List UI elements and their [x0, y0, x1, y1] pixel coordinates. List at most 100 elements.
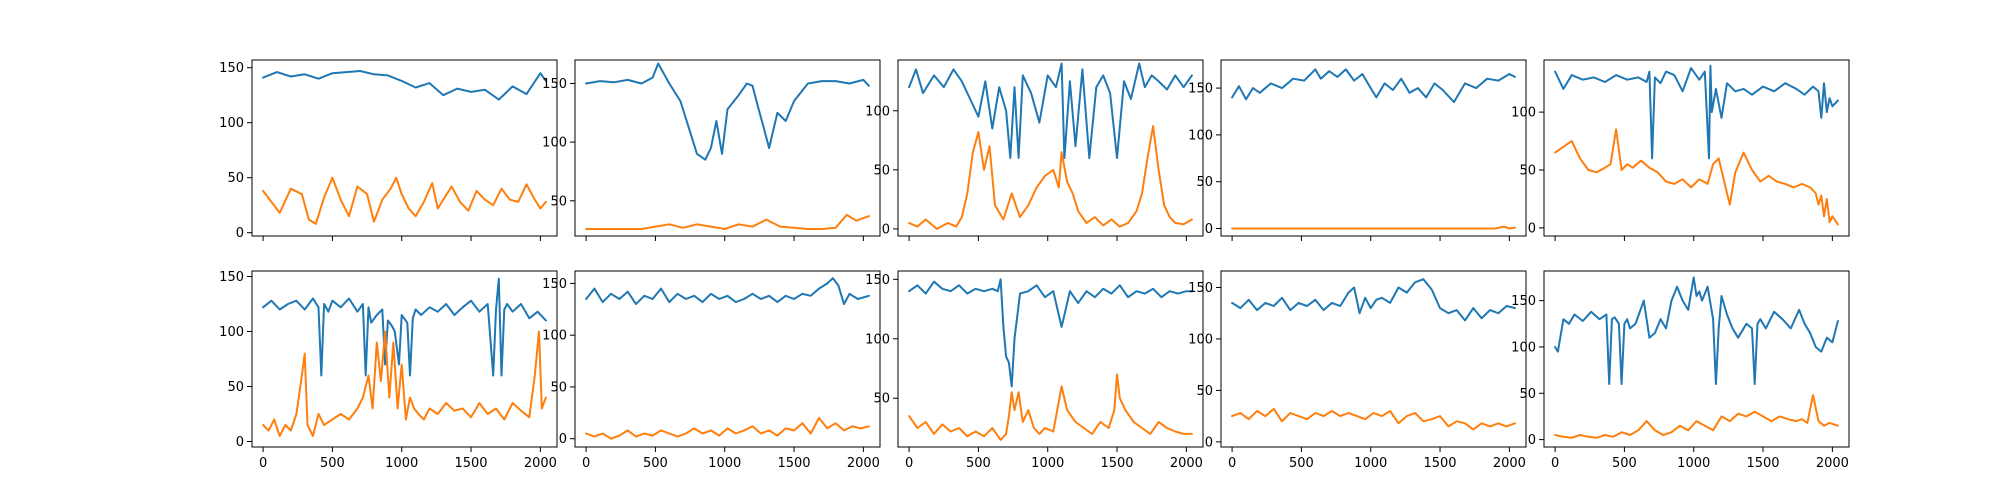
- y-tick-label: 0: [1528, 433, 1536, 448]
- y-tick-label: 150: [219, 61, 244, 76]
- subplot-5: 0 50 100: [1511, 59, 1850, 241]
- x-tick-label: 1000: [1677, 456, 1710, 471]
- series-1-line: [1554, 276, 1839, 385]
- y-tick-label: 50: [1196, 175, 1213, 190]
- y-tick-label: 150: [1188, 82, 1213, 97]
- x-tick-label: 1000: [1031, 456, 1064, 471]
- y-tick-label: 0: [236, 435, 244, 450]
- series-1-line: [908, 62, 1193, 159]
- x-tick-label: 2000: [847, 456, 880, 471]
- series-1-line: [1231, 278, 1516, 322]
- y-tick-label: 50: [550, 194, 567, 209]
- series-1-line: [585, 62, 870, 161]
- y-tick-label: 150: [542, 77, 567, 92]
- y-tick-label: 100: [542, 136, 567, 151]
- subplot-1: 0 50 100 150: [219, 59, 558, 241]
- series-2-line: [1231, 225, 1516, 230]
- series-2-line: [908, 373, 1193, 441]
- axes-frame: [574, 270, 881, 448]
- series-1-line: [908, 278, 1193, 388]
- x-tick-label: 2000: [524, 456, 557, 471]
- series-2-line: [1231, 407, 1516, 431]
- series-1-line: [262, 70, 547, 101]
- subplot-3: 0 50 100: [865, 59, 1204, 241]
- x-tick-label: 1000: [708, 456, 741, 471]
- y-tick-label: 100: [865, 332, 890, 347]
- x-tick-label: 500: [966, 456, 991, 471]
- x-tick-label: 2000: [1170, 456, 1203, 471]
- y-tick-label: 50: [227, 380, 244, 395]
- y-tick-label: 50: [227, 171, 244, 186]
- y-tick-label: 50: [550, 380, 567, 395]
- y-tick-label: 0: [1205, 222, 1213, 237]
- series-2-line: [1554, 128, 1839, 226]
- subplot-2: 50 100 150: [542, 59, 881, 241]
- y-tick-label: 100: [219, 325, 244, 340]
- x-tick-label: 500: [1612, 456, 1637, 471]
- axes-frame: [1543, 59, 1850, 237]
- y-tick-label: 0: [1528, 221, 1536, 236]
- y-tick-label: 100: [1188, 332, 1213, 347]
- series-1-line: [585, 277, 870, 306]
- y-tick-label: 150: [1188, 281, 1213, 296]
- axes-frame: [1543, 270, 1850, 448]
- x-tick-label: 1000: [385, 456, 418, 471]
- x-tick-label: 0: [582, 456, 590, 471]
- series-2-line: [262, 176, 547, 225]
- x-tick-label: 2000: [1816, 456, 1849, 471]
- series-2-line: [262, 330, 547, 437]
- y-tick-label: 50: [1196, 384, 1213, 399]
- x-tick-label: 0: [1228, 456, 1236, 471]
- y-tick-label: 100: [219, 116, 244, 131]
- x-tick-label: 1500: [1746, 456, 1779, 471]
- y-tick-label: 0: [236, 226, 244, 241]
- y-tick-label: 50: [873, 163, 890, 178]
- y-tick-label: 150: [1511, 294, 1536, 309]
- x-tick-label: 1500: [777, 456, 810, 471]
- series-2-line: [1554, 394, 1839, 439]
- x-tick-label: 1500: [1100, 456, 1133, 471]
- x-tick-label: 500: [320, 456, 345, 471]
- y-tick-label: 100: [1511, 106, 1536, 121]
- y-tick-label: 50: [1519, 387, 1536, 402]
- x-tick-label: 2000: [1493, 456, 1526, 471]
- y-tick-label: 50: [1519, 164, 1536, 179]
- axes-frame: [1220, 59, 1527, 237]
- axes-frame: [897, 270, 1204, 448]
- x-tick-label: 0: [905, 456, 913, 471]
- x-tick-label: 500: [643, 456, 668, 471]
- series-2-line: [585, 213, 870, 230]
- series-1-line: [1231, 68, 1516, 104]
- axes-frame: [251, 59, 558, 237]
- y-tick-label: 100: [1511, 340, 1536, 355]
- y-tick-label: 150: [865, 273, 890, 288]
- axes-frame: [1220, 270, 1527, 448]
- series-2-line: [908, 125, 1193, 230]
- y-tick-label: 0: [559, 432, 567, 447]
- x-tick-label: 0: [1551, 456, 1559, 471]
- y-tick-label: 50: [873, 392, 890, 407]
- series-2-line: [585, 417, 870, 440]
- series-1-line: [1554, 64, 1839, 160]
- axes-frame: [574, 59, 881, 237]
- y-tick-label: 100: [542, 329, 567, 344]
- x-tick-label: 0: [259, 456, 267, 471]
- y-tick-label: 100: [865, 104, 890, 119]
- subplot-4: 0 50 100 150: [1188, 59, 1527, 241]
- x-tick-label: 1000: [1354, 456, 1387, 471]
- x-tick-label: 500: [1289, 456, 1314, 471]
- axes-frame: [251, 270, 558, 448]
- x-tick-label: 1500: [454, 456, 487, 471]
- y-tick-label: 0: [882, 222, 890, 237]
- series-1-line: [262, 277, 547, 377]
- x-tick-label: 1500: [1423, 456, 1456, 471]
- y-tick-label: 100: [1188, 128, 1213, 143]
- y-tick-label: 150: [542, 277, 567, 292]
- y-tick-label: 0: [1205, 435, 1213, 450]
